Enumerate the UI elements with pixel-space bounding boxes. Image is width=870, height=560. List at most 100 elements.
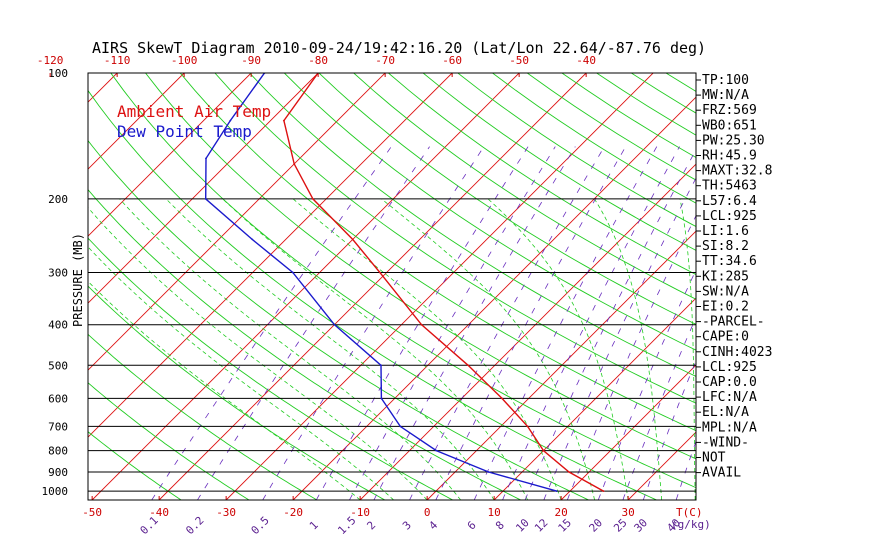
top-temp-tick-label: -60 [442,54,462,67]
moist-adiabat-line [292,198,562,500]
top-temp-tick-label: -50 [509,54,529,67]
index-entry: CAP:0.0 [702,375,757,390]
data-point [555,490,558,493]
index-entry: EI:0.2 [702,300,749,315]
data-point [420,323,423,326]
isotherm-line [560,364,696,500]
isotherm-line [829,73,870,500]
top-temp-tick-label: -70 [375,54,395,67]
pressure-tick-label: 900 [48,466,68,479]
moist-adiabat-line [487,198,629,500]
index-entry: CAPE:0 [702,330,749,345]
isotherm-line [88,73,386,371]
isotherm-line [225,73,654,500]
pressure-tick-label: 700 [48,420,68,433]
moist-adiabat-line [679,198,696,500]
mixing-ratio-line [435,146,627,500]
mixing-ratio-label: 25 [611,516,630,535]
data-point [204,197,207,200]
data-point [399,425,402,428]
moist-adiabat-line [119,198,461,500]
isotherm-line [0,73,50,500]
moist-adiabat-line [88,207,428,500]
bottom-temp-unit-label: T(C) [676,506,703,519]
mixing-ratio-label: 30 [632,516,651,535]
data-point [380,364,382,367]
data-point [251,238,254,241]
index-entry: MAXT:32.8 [702,164,772,179]
dry-adiabat-line [249,73,696,377]
moist-adiabat-line [381,198,595,500]
data-point [351,238,354,241]
dry-adiabat-line [283,73,696,351]
pressure-tick-label: 300 [48,267,68,280]
mixing-ratio-line [262,146,485,500]
data-point [501,397,503,400]
legend: Ambient Air Temp Dew Point Temp [117,102,271,141]
bottom-temp-tick-label: -50 [82,506,102,519]
index-entry: KI:285 [702,269,749,284]
moist-adiabat-line [165,198,495,500]
data-point [467,364,469,367]
pressure-tick-label: 500 [48,359,68,372]
top-temp-tick-label: -100 [171,54,198,67]
dry-adiabat-line [88,139,589,500]
mixing-ratio-line [409,146,605,500]
isotherm-line [88,73,319,304]
moist-adiabat-line [222,198,528,500]
index-entry: -WIND- [702,435,749,450]
index-entry: TT:34.6 [702,254,757,269]
pressure-tick-label: 1000 [42,485,69,498]
data-point [333,323,336,326]
isotherm-line [426,230,696,500]
index-entry: FRZ:569 [702,103,757,118]
mixing-ratio-line [473,146,658,500]
isotherm-line [88,73,453,438]
series-layer [204,73,605,493]
data-point [380,397,383,400]
bottom-temp-tick-label: 0 [424,506,431,519]
data-point [229,119,232,122]
dry-adiabat-line [88,237,454,500]
dry-adiabat-line [88,89,657,500]
legend-item-dew-point-temp: Dew Point Temp [117,122,252,141]
mixing-ratio-label: 1 [307,519,321,533]
index-entry: -PARCEL- [702,315,765,330]
bottom-temp-tick-label: -20 [283,506,303,519]
legend-item-ambient-air-temp: Ambient Air Temp [117,102,271,121]
isotherm-line [158,73,587,500]
pressure-tick-label: 200 [48,193,68,206]
dry-adiabat-line [214,73,696,404]
index-entry: EL:N/A [702,405,749,420]
data-point [291,271,294,274]
data-point [542,449,545,452]
mixing-ratio-unit-label: (g/kg) [671,518,711,531]
bottom-temp-tick-label: 30 [622,506,635,519]
index-entry: TH:5463 [702,179,757,194]
index-entry: AVAIL [702,466,741,481]
dry-adiabat-line [88,189,521,500]
pressure-tick-label: 800 [48,445,68,458]
moist-adiabat-line [594,198,662,500]
index-entry: MPL:N/A [702,420,757,435]
data-point [435,449,438,452]
dry-adiabat-line [353,73,696,300]
index-entry: LI:1.6 [702,224,749,239]
stability-indices-panel: TP:100MW:N/AFRZ:569WB0:651PW:25.30RH:45.… [696,73,772,481]
data-point [379,271,381,274]
dry-adiabat-line [665,73,696,92]
top-temp-tick-label: -40 [576,54,596,67]
dry-adiabat-line [457,73,696,228]
mixing-ratio-label: 20 [587,516,606,535]
mixing-ratio-label: 10 [513,516,532,535]
isotherm-line [91,73,520,500]
index-entry: LCL:925 [702,209,757,224]
moist-adiabat-line [88,280,361,500]
data-point [205,157,207,160]
bottom-temp-tick-label: -10 [350,506,370,519]
mixing-ratio-label: 12 [532,516,551,535]
bottom-temp-tick-label: 20 [555,506,568,519]
dry-adiabat-line [145,73,696,460]
top-temp-tick-label: -110 [104,54,131,67]
data-point [526,425,529,428]
